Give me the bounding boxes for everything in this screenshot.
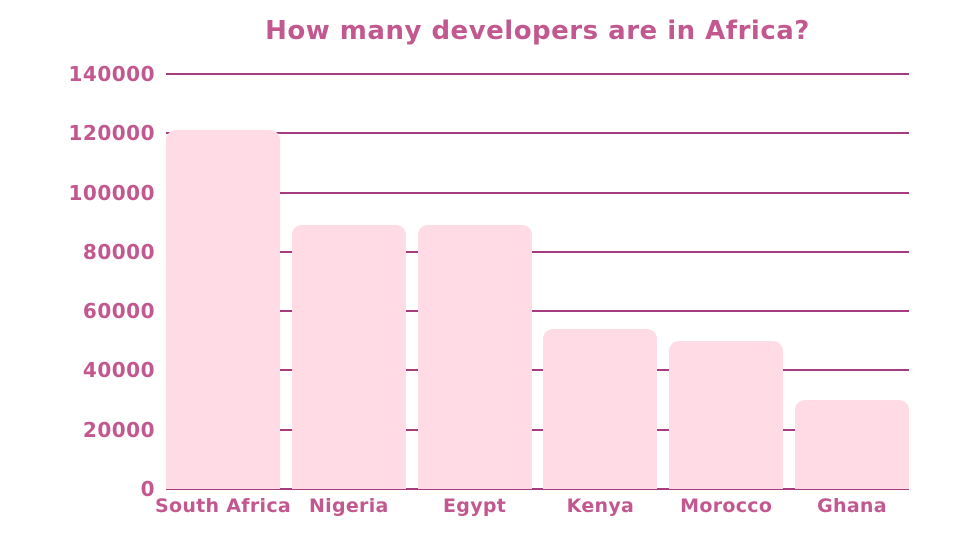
- x-axis-label-south-africa: South Africa: [154, 495, 292, 517]
- y-tick-label-100000: 100000: [68, 180, 155, 205]
- x-axis-label-kenya: Kenya: [566, 495, 635, 517]
- gridline-20000: [166, 428, 909, 431]
- y-tick-label-140000: 140000: [68, 62, 155, 86]
- y-tick-label-20000: 20000: [82, 417, 155, 442]
- gridline-60000: [166, 310, 909, 313]
- y-tick-label-120000: 120000: [68, 121, 155, 146]
- gridline-140000: [166, 73, 909, 75]
- x-axis-label-nigeria: Nigeria: [308, 495, 389, 517]
- bar-morocco: [669, 340, 784, 489]
- x-axis-label-morocco: Morocco: [680, 495, 773, 517]
- bar-kenya: [543, 328, 658, 489]
- gridline-120000: [166, 132, 909, 135]
- bar-ghana: [795, 400, 909, 489]
- chart-title: How many developers are in Africa?: [265, 16, 810, 46]
- gridline-80000: [166, 250, 909, 253]
- bar-south-africa: [166, 130, 280, 489]
- x-axis-label-egypt: Egypt: [443, 495, 507, 517]
- y-tick-label-60000: 60000: [82, 299, 155, 324]
- gridline-0: [166, 488, 909, 490]
- bar-nigeria: [291, 225, 406, 489]
- y-tick-label-40000: 40000: [82, 358, 155, 383]
- y-tick-label-0: 0: [140, 477, 155, 501]
- x-axis-label-ghana: Ghana: [817, 495, 887, 517]
- plot-area: [166, 73, 909, 490]
- bar-egypt: [417, 225, 532, 489]
- y-tick-label-80000: 80000: [82, 239, 155, 264]
- gridline-100000: [166, 191, 909, 194]
- gridline-40000: [166, 369, 909, 372]
